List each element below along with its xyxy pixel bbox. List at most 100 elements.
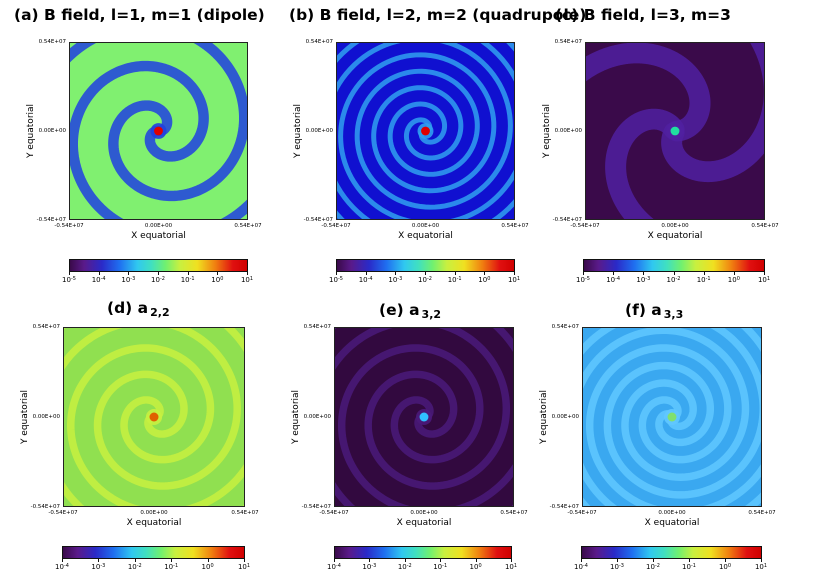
colorbar-tick-mark: [69, 272, 70, 275]
panel-f-xlabel: X equatorial: [644, 518, 700, 528]
colorbar-tick-label: 10-2: [151, 276, 165, 284]
colorbar-tick-exponent: -2: [406, 563, 412, 569]
panel-b-title: (b) B field, l=2, m=2 (quadrupole): [289, 6, 587, 24]
colorbar-tick-label: 10-1: [448, 276, 462, 284]
colorbar-tick-mark: [475, 559, 477, 562]
colorbar-tick-label: 10-5: [329, 276, 343, 284]
colorbar-tick-mark: [613, 272, 615, 275]
panel-c-xtick: 0.00E+00: [661, 223, 689, 229]
core-spot: [667, 412, 677, 422]
colorbar-tick-base: 10: [478, 276, 488, 284]
colorbar-tick-base: 10: [754, 563, 764, 571]
colorbar-tick-mark: [733, 272, 735, 275]
colorbar-tick-base: 10: [180, 276, 190, 284]
spiral-arm: [64, 328, 244, 506]
colorbar-tick-exponent: 1: [763, 563, 768, 569]
colorbar-tick-base: 10: [447, 276, 457, 284]
panel-e-heatmap: [334, 327, 514, 507]
panel-c-xtick: 0.54E+07: [751, 223, 779, 229]
colorbar-tick-base: 10: [507, 276, 517, 284]
colorbar-tick-exponent: -2: [654, 563, 660, 569]
panel-c-ytick: -0.54E+07: [552, 217, 582, 223]
colorbar-tick-mark: [583, 272, 584, 275]
colorbar-tick-base: 10: [418, 276, 427, 284]
colorbar-tick-mark: [128, 272, 130, 275]
colorbar-tick-mark: [336, 272, 337, 275]
colorbar-tick-mark: [404, 559, 406, 562]
panel-c-heatmap: [585, 42, 765, 220]
core-spot: [421, 126, 430, 136]
colorbar-tick-mark: [440, 559, 442, 562]
panel-c-field-map: [586, 43, 764, 219]
colorbar-tick-label: 101: [755, 563, 767, 571]
colorbar-tick-exponent: 1: [766, 276, 771, 282]
panel-a-field-map: [70, 43, 247, 219]
panel-d-xtick: -0.54E+07: [48, 510, 78, 516]
panel-b-xtick: 0.54E+07: [501, 223, 529, 229]
colorbar-tick-label: 10-3: [362, 563, 376, 571]
colorbar-tick-base: 10: [576, 276, 585, 284]
panel-a-xtick: 0.54E+07: [234, 223, 262, 229]
colorbar-tick-label: 101: [758, 276, 770, 284]
colorbar-tick-mark: [511, 559, 512, 562]
colorbar-tick-exponent: -3: [130, 276, 136, 282]
panel-d-xlabel: X equatorial: [126, 518, 182, 528]
panel-a-xlabel: X equatorial: [131, 231, 186, 241]
colorbar-tick-label: 10-4: [574, 563, 588, 571]
colorbar-tick-base: 10: [606, 276, 616, 284]
colorbar-tick-mark: [62, 559, 63, 562]
panel-d-xtick: 0.00E+00: [140, 510, 168, 516]
spiral-arm: [605, 108, 685, 219]
colorbar-tick-label: 100: [478, 276, 490, 284]
colorbar-tick-exponent: -4: [367, 276, 373, 282]
colorbar-tick-label: 10-3: [388, 276, 402, 284]
spiral-arm: [337, 43, 514, 219]
colorbar-tick-base: 10: [610, 563, 619, 571]
panel-f-ytick: 0.54E+07: [551, 324, 579, 330]
colorbar-tick-base: 10: [682, 563, 691, 571]
spiral-arm: [335, 328, 513, 506]
colorbar-tick-exponent: -1: [456, 276, 462, 282]
panel-c-xlabel: X equatorial: [647, 231, 703, 241]
colorbar-tick-label: 10-4: [606, 276, 620, 284]
panel-d-ytick: -0.54E+07: [30, 504, 60, 510]
panel-b-ytick: -0.54E+07: [303, 217, 333, 223]
core-spot: [149, 412, 159, 422]
colorbar-tick-exponent: 1: [249, 276, 254, 282]
panel-f-field-map: [583, 328, 761, 506]
panel-e-title-sub: 3,2: [421, 308, 442, 321]
colorbar-tick-base: 10: [469, 563, 479, 571]
panel-d-title: (d) a 2,2: [107, 299, 170, 319]
colorbar-tick-exponent: 0: [487, 276, 491, 282]
colorbar-tick-exponent: -3: [397, 276, 403, 282]
colorbar-tick-base: 10: [504, 563, 514, 571]
colorbar-tick-exponent: 1: [516, 276, 521, 282]
colorbar-tick-base: 10: [574, 563, 583, 571]
spiral-arm: [586, 43, 711, 142]
colorbar-tick-exponent: -3: [100, 563, 106, 569]
colorbar-tick-mark: [425, 272, 426, 275]
panel-c-xtick: -0.54E+07: [570, 223, 600, 229]
colorbar-tick-mark: [764, 272, 765, 275]
colorbar-tick-exponent: -2: [675, 276, 681, 282]
colorbar-tick-exponent: 0: [220, 276, 224, 282]
colorbar-tick-base: 10: [164, 563, 174, 571]
colorbar-tick-exponent: -3: [371, 563, 377, 569]
panel-e-xtick: 0.54E+07: [500, 510, 528, 516]
panel-d-ytick: 0.00E+00: [32, 414, 60, 420]
colorbar-tick-exponent: -5: [337, 276, 343, 282]
core-spot: [419, 412, 429, 422]
colorbar-tick-base: 10: [240, 276, 250, 284]
panel-b-ylabel: Y equatorial: [293, 103, 303, 159]
colorbar-tick-exponent: -1: [173, 563, 179, 569]
colorbar-tick-label: 10-4: [327, 563, 341, 571]
colorbar-tick-mark: [187, 272, 189, 275]
colorbar-tick-label: 10-5: [62, 276, 76, 284]
colorbar-tick-label: 10-3: [91, 563, 105, 571]
colorbar-tick-mark: [365, 272, 367, 275]
colorbar-tick-mark: [514, 272, 515, 275]
colorbar-tick-base: 10: [62, 276, 71, 284]
colorbar-tick-exponent: -3: [645, 276, 651, 282]
spiral-arm: [661, 43, 764, 183]
panel-e-field-map: [335, 328, 513, 506]
